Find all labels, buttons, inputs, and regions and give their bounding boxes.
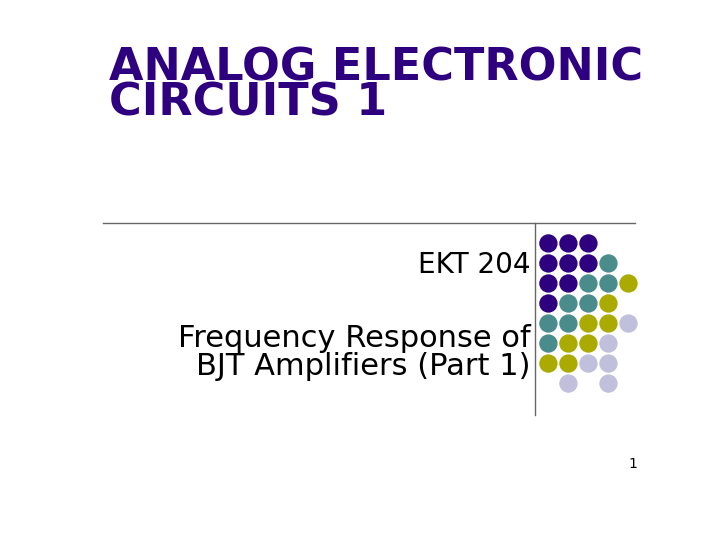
Circle shape (580, 235, 597, 252)
Circle shape (600, 355, 617, 372)
Circle shape (560, 355, 577, 372)
Circle shape (540, 315, 557, 332)
Circle shape (560, 255, 577, 272)
Circle shape (540, 295, 557, 312)
Circle shape (620, 315, 637, 332)
Circle shape (600, 295, 617, 312)
Circle shape (620, 275, 637, 292)
Text: CIRCUITS 1: CIRCUITS 1 (109, 82, 387, 125)
Circle shape (600, 315, 617, 332)
Circle shape (560, 335, 577, 352)
Circle shape (580, 335, 597, 352)
Circle shape (540, 355, 557, 372)
Circle shape (600, 255, 617, 272)
Text: ANALOG ELECTRONIC: ANALOG ELECTRONIC (109, 46, 643, 90)
Circle shape (540, 335, 557, 352)
Text: 1: 1 (628, 457, 637, 471)
Circle shape (600, 335, 617, 352)
Circle shape (560, 235, 577, 252)
Circle shape (580, 315, 597, 332)
Circle shape (600, 275, 617, 292)
Circle shape (560, 275, 577, 292)
Circle shape (560, 295, 577, 312)
Text: BJT Amplifiers (Part 1): BJT Amplifiers (Part 1) (197, 352, 531, 381)
Text: Frequency Response of: Frequency Response of (178, 323, 531, 353)
Circle shape (580, 275, 597, 292)
Circle shape (600, 375, 617, 392)
Circle shape (540, 235, 557, 252)
Text: EKT 204: EKT 204 (418, 251, 531, 279)
Circle shape (560, 375, 577, 392)
Circle shape (580, 355, 597, 372)
Circle shape (540, 275, 557, 292)
Circle shape (540, 255, 557, 272)
Circle shape (560, 315, 577, 332)
Circle shape (580, 295, 597, 312)
Circle shape (580, 255, 597, 272)
